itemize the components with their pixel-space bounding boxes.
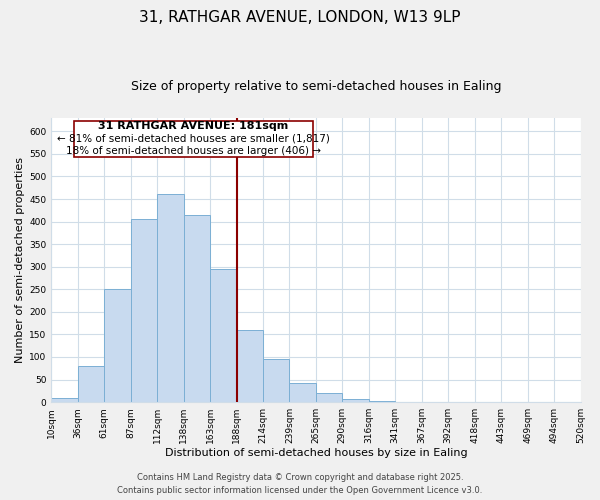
Bar — [316, 393, 343, 402]
Bar — [343, 400, 369, 402]
Bar — [157, 194, 184, 402]
Bar — [104, 290, 131, 402]
Text: ← 81% of semi-detached houses are smaller (1,817): ← 81% of semi-detached houses are smalle… — [57, 134, 330, 143]
FancyBboxPatch shape — [74, 121, 313, 158]
Bar — [236, 330, 263, 402]
Text: 18% of semi-detached houses are larger (406) →: 18% of semi-detached houses are larger (… — [66, 146, 321, 156]
Bar — [210, 269, 236, 402]
Bar — [289, 383, 316, 402]
X-axis label: Distribution of semi-detached houses by size in Ealing: Distribution of semi-detached houses by … — [164, 448, 467, 458]
Y-axis label: Number of semi-detached properties: Number of semi-detached properties — [15, 157, 25, 363]
Bar — [263, 359, 289, 402]
Bar — [131, 220, 157, 402]
Title: Size of property relative to semi-detached houses in Ealing: Size of property relative to semi-detach… — [131, 80, 501, 93]
Bar — [184, 215, 210, 402]
Text: 31 RATHGAR AVENUE: 181sqm: 31 RATHGAR AVENUE: 181sqm — [98, 122, 289, 132]
Text: 31, RATHGAR AVENUE, LONDON, W13 9LP: 31, RATHGAR AVENUE, LONDON, W13 9LP — [139, 10, 461, 25]
Text: Contains HM Land Registry data © Crown copyright and database right 2025.
Contai: Contains HM Land Registry data © Crown c… — [118, 474, 482, 495]
Bar — [369, 400, 395, 402]
Bar — [51, 398, 78, 402]
Bar — [78, 366, 104, 402]
